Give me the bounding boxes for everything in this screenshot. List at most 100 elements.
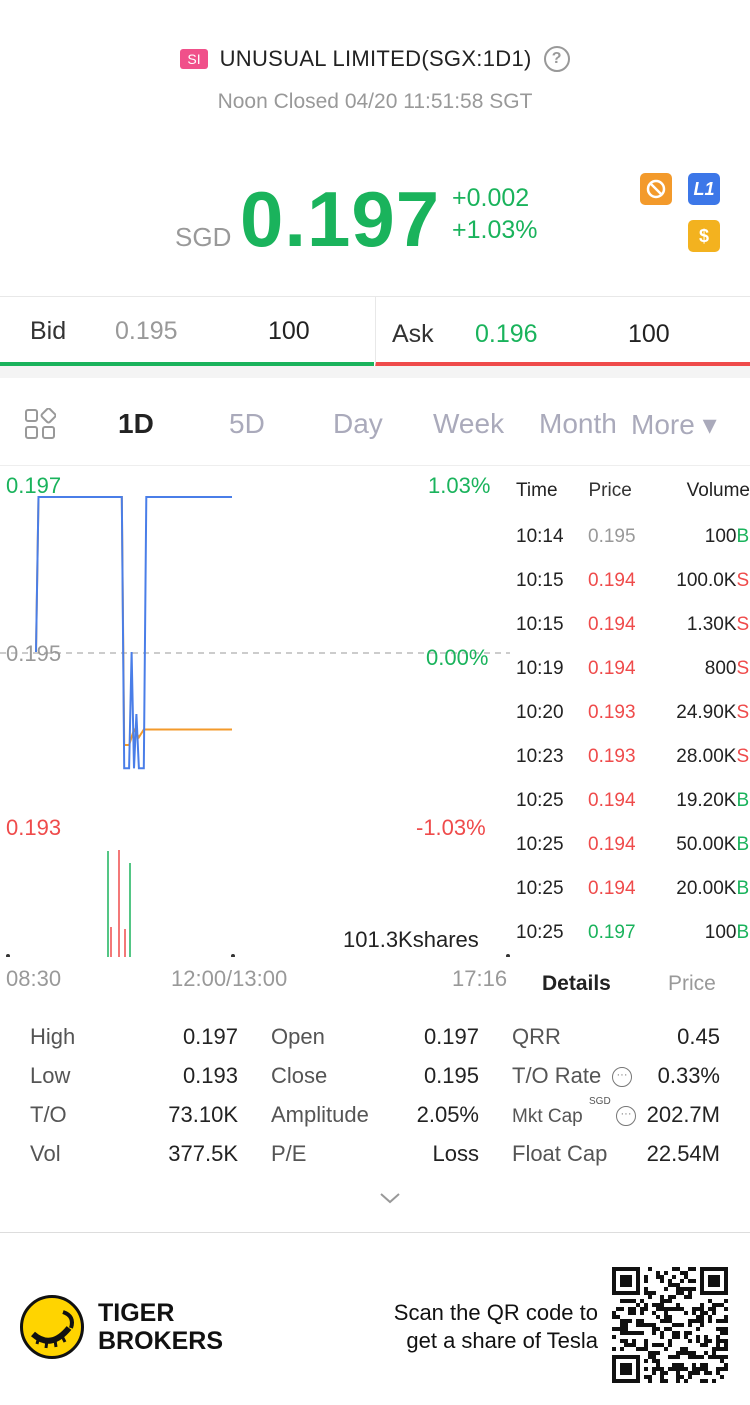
- promo-line-1: Scan the QR code to: [393, 1300, 598, 1325]
- promo-footer: TIGER BROKERS Scan the QR code to get a …: [0, 1232, 750, 1405]
- tick-time: 10:14: [516, 526, 564, 547]
- tab-details[interactable]: Details: [542, 972, 611, 995]
- stats-row: Vol 377.5K P/E Loss Float Cap 22.54M: [0, 1141, 750, 1179]
- stat-mkt-cap-label: Mkt Cap: [512, 1106, 583, 1127]
- tick-price: 0.194: [588, 790, 636, 811]
- tick-side: B: [736, 878, 750, 899]
- tick-price: 0.194: [588, 658, 636, 679]
- stat-open-value: 0.197: [423, 1024, 479, 1049]
- tick-side: B: [736, 922, 750, 943]
- tick-side: S: [736, 614, 750, 635]
- axis-dot: [506, 954, 510, 957]
- quote-area: SGD 0.197 +0.002 +1.03% L1 $: [0, 170, 750, 270]
- tick-side: S: [736, 658, 750, 679]
- tick-row: 10:20 0.193 24.90K S: [510, 691, 750, 735]
- more-info-icon[interactable]: ···: [616, 1106, 636, 1126]
- no-shorting-icon[interactable]: [640, 173, 672, 205]
- tick-row: 10:15 0.194 1.30K S: [510, 603, 750, 647]
- volume-total: 101.3Kshares: [343, 927, 479, 952]
- tab-week[interactable]: Week: [433, 408, 505, 439]
- header: SI UNUSUAL LIMITED(SGX:1D1) ? Noon Close…: [0, 0, 750, 130]
- stat-to-value: 73.10K: [168, 1102, 238, 1127]
- period-tabs: 1D 5D Day Week Month More ▾: [0, 378, 750, 466]
- stat-vol-value: 377.5K: [168, 1141, 238, 1166]
- dollar-icon[interactable]: $: [688, 220, 720, 252]
- tick-row: 10:15 0.194 100.0K S: [510, 559, 750, 603]
- stats-row: Low 0.193 Close 0.195 T/O Rate ··· 0.33%: [0, 1063, 750, 1101]
- chevron-down-icon[interactable]: [375, 1188, 405, 1208]
- last-price: 0.197: [240, 175, 441, 263]
- stat-amplitude-value: 2.05%: [416, 1102, 479, 1127]
- tick-row: 10:25 0.194 50.00K B: [510, 823, 750, 867]
- tick-side: S: [736, 570, 750, 591]
- col-volume: Volume: [686, 480, 750, 501]
- intraday-chart[interactable]: 0.197 0.195 0.193 1.03% 0.00% -1.03% 101…: [0, 467, 510, 957]
- tab-day[interactable]: Day: [333, 408, 383, 439]
- tick-volume: 100.0K: [676, 570, 737, 591]
- brand-name: TIGER BROKERS: [98, 1299, 223, 1355]
- tick-volume: 100: [704, 526, 737, 547]
- tab-month[interactable]: Month: [539, 408, 617, 439]
- ask-panel[interactable]: Ask 0.196 100: [375, 297, 750, 367]
- currency-label: SGD: [175, 222, 232, 252]
- stock-title: UNUSUAL LIMITED(SGX:1D1): [219, 46, 532, 71]
- tick-time: 10:19: [516, 658, 564, 679]
- tab-1d[interactable]: 1D: [118, 408, 154, 439]
- tick-row: 10:23 0.193 28.00K S: [510, 735, 750, 779]
- more-info-icon[interactable]: ···: [612, 1067, 632, 1087]
- tick-volume: 24.90K: [676, 702, 737, 723]
- stat-qrr-value: 0.45: [677, 1024, 720, 1049]
- brand-line-2: BROKERS: [98, 1327, 224, 1355]
- bid-label: Bid: [30, 317, 67, 345]
- brand-line-1: TIGER: [98, 1299, 175, 1327]
- tick-price: 0.195: [588, 526, 636, 547]
- stat-low-label: Low: [30, 1063, 71, 1088]
- help-icon[interactable]: ?: [543, 46, 570, 72]
- ticks-table[interactable]: Time Price Volume 10:14 0.195 100 B 10:15 0.1…: [510, 467, 750, 957]
- tick-price: 0.194: [588, 878, 636, 899]
- tick-row: 10:14 0.195 100 B: [510, 515, 750, 559]
- tick-price: 0.194: [588, 834, 636, 855]
- tiger-logo-icon: [20, 1295, 84, 1359]
- axis-dot: [231, 954, 235, 957]
- tick-time: 10:25: [516, 878, 564, 899]
- pct-mid-label: 0.00%: [426, 645, 489, 670]
- tick-side: S: [736, 746, 750, 767]
- y-mid-label: 0.195: [6, 641, 62, 666]
- ask-volume: 100: [628, 320, 670, 348]
- tick-side: S: [736, 702, 750, 723]
- pct-high-label: 1.03%: [428, 473, 491, 498]
- tick-price: 0.194: [588, 614, 636, 635]
- detail-tabs: Details Price: [510, 968, 750, 1000]
- chart-canvas: [0, 496, 510, 957]
- tick-time: 10:15: [516, 570, 564, 591]
- y-high-label: 0.197: [6, 473, 62, 498]
- col-price: Price: [588, 480, 632, 501]
- stat-open-label: Open: [271, 1024, 325, 1049]
- price-change: +0.002: [452, 184, 530, 212]
- bid-ask-bar: Bid 0.195 100 Ask 0.196 100: [0, 296, 750, 367]
- stat-to-rate-value: 0.33%: [657, 1063, 720, 1088]
- tick-volume: 1.30K: [686, 614, 737, 635]
- tick-volume: 28.00K: [676, 746, 737, 767]
- ask-label: Ask: [392, 320, 434, 348]
- bid-panel[interactable]: Bid 0.195 100: [0, 297, 374, 367]
- qr-code: [612, 1267, 728, 1383]
- tick-time: 10:23: [516, 746, 564, 767]
- market-status: Noon Closed 04/20 11:51:58 SGT: [217, 90, 533, 113]
- tick-side: B: [736, 526, 750, 547]
- grid-icon[interactable]: [24, 408, 56, 440]
- tab-5d[interactable]: 5D: [229, 408, 265, 439]
- time-axis: 08:30 12:00/13:00 17:16: [0, 966, 510, 996]
- stats-row: T/O 73.10K Amplitude 2.05% Mkt Cap SGD ·…: [0, 1096, 750, 1140]
- tick-time: 10:25: [516, 834, 564, 855]
- stat-to-rate-label: T/O Rate: [512, 1063, 602, 1088]
- tab-more[interactable]: More ▾: [631, 409, 717, 440]
- title-row: SI UNUSUAL LIMITED(SGX:1D1) ?: [0, 46, 750, 72]
- ticks-header: Time Price Volume: [510, 467, 750, 515]
- tick-volume: 19.20K: [676, 790, 737, 811]
- stat-to-label: T/O: [30, 1102, 67, 1127]
- level1-icon[interactable]: L1: [688, 173, 720, 205]
- stat-close-value: 0.195: [423, 1063, 479, 1088]
- tab-price[interactable]: Price: [668, 972, 716, 995]
